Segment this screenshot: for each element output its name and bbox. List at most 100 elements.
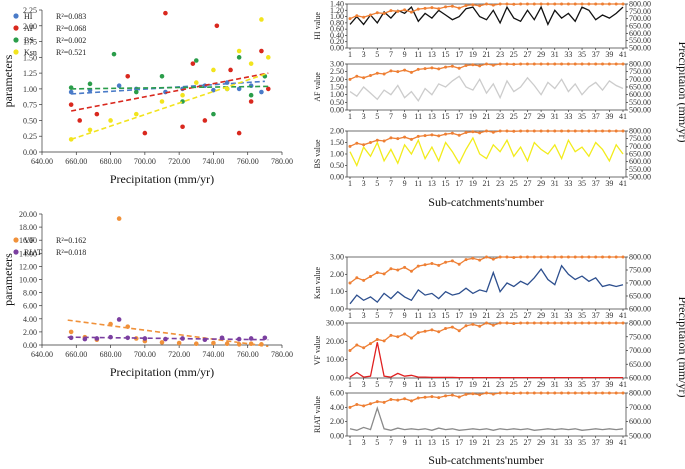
x-tick-label: 7	[389, 179, 393, 188]
legend-r2-ksn: R²=0.521	[56, 48, 86, 57]
precipitation-point	[491, 63, 495, 67]
left-tick-label: 0.00	[330, 432, 344, 441]
precipitation-point	[423, 134, 427, 138]
precipitation-point	[532, 255, 536, 259]
precipitation-point	[498, 62, 502, 66]
x-tick-label: 9	[403, 438, 407, 447]
precipitation-point	[580, 321, 584, 325]
precipitation-point	[389, 267, 393, 271]
precipitation-point	[389, 69, 393, 73]
right-tick-label: 750.00	[629, 67, 651, 76]
left-tick-label: 2.50	[330, 67, 344, 76]
right-tick-label: 650.00	[629, 83, 651, 92]
precipitation-point	[498, 321, 502, 325]
precipitation-point	[396, 335, 400, 339]
right-tick-label: 700.00	[629, 75, 651, 84]
y-tick-label: 4.00	[23, 315, 37, 324]
x-tick-label: 37	[592, 380, 600, 389]
right-tick-label: 550.00	[629, 98, 651, 107]
precipitation-point	[355, 402, 359, 406]
x-tick-label: 7	[389, 311, 393, 320]
precipitation-point	[416, 264, 420, 268]
x-tick-label: 25	[510, 311, 518, 320]
precipitation-point	[614, 2, 618, 6]
x-tick-label: 37	[592, 179, 600, 188]
x-tick-label: 23	[496, 438, 504, 447]
precipitation-point	[573, 255, 577, 259]
right-tick-label: 800.00	[629, 0, 651, 9]
point-vf	[193, 341, 199, 346]
left-tick-label: 2.00	[330, 75, 344, 84]
left-tick-label: 0.00	[330, 173, 344, 182]
precipitation-point	[573, 2, 577, 6]
precipitation-point	[607, 255, 611, 259]
precipitation-point	[587, 62, 591, 66]
precipitation-point	[368, 342, 372, 346]
left-tick-label: 0.00	[330, 305, 344, 314]
point-af	[248, 99, 254, 104]
y-tick-label: 2.25	[23, 6, 37, 15]
point-af	[77, 118, 83, 123]
point-af	[202, 118, 208, 123]
precipitation-point	[348, 17, 352, 21]
point-vf	[224, 341, 230, 346]
x-tick-label: 17	[455, 311, 463, 320]
right-tick-label: 550.00	[629, 165, 651, 174]
right-tick-label: 750.00	[629, 134, 651, 143]
parameter-series-line	[349, 264, 624, 305]
precipitation-point	[471, 392, 475, 396]
precipitation-point	[444, 5, 448, 9]
x-tick-label: 31	[551, 380, 559, 389]
left-tick-label: 0.60	[330, 25, 344, 34]
point-af	[180, 124, 185, 130]
x-tick-label: 41	[619, 380, 627, 389]
x-tick-label: 15	[442, 311, 450, 320]
x-tick-label: 25	[510, 50, 518, 59]
left-tick-label: 2.00	[330, 417, 344, 426]
precipitation-point	[512, 391, 516, 395]
right-tick-label: 800.00	[629, 319, 651, 328]
x-tick-label: 19	[469, 179, 477, 188]
y-tick-label: 10.00	[19, 276, 37, 285]
precipitation-point	[450, 64, 454, 68]
x-tick-label: 760.00	[237, 350, 259, 359]
legend-label-hi: HI	[24, 12, 33, 21]
precipitation-point	[430, 328, 434, 332]
precipitation-point	[368, 141, 372, 144]
panel-y-title: BS value	[313, 139, 322, 169]
x-tick-label: 21	[483, 380, 491, 389]
x-tick-label: 1	[348, 179, 352, 188]
precipitation-point	[464, 392, 468, 396]
precipitation-point	[485, 62, 488, 66]
point-riat	[116, 317, 122, 322]
precipitation-point	[594, 2, 598, 6]
y-tick-label: 2.00	[23, 328, 37, 337]
precipitation-point	[560, 2, 564, 6]
panel-y-title: AF value	[313, 72, 322, 102]
precipitation-point	[464, 64, 468, 68]
left-tick-label: 30.00	[326, 319, 344, 328]
parameter-series-line	[349, 342, 623, 379]
precipitation-point	[621, 129, 625, 133]
x-tick-label: 35	[578, 179, 586, 188]
x-tick-label: 39	[605, 112, 613, 121]
point-ksn	[265, 55, 271, 60]
precipitation-point	[464, 3, 468, 7]
point-bs	[87, 81, 93, 87]
precipitation-point	[512, 322, 516, 326]
legend-r2-hi: R²=0.083	[56, 12, 86, 21]
trendline-vf	[67, 319, 269, 348]
precipitation-point	[505, 255, 509, 259]
precipitation-point	[491, 257, 495, 261]
point-ksn	[236, 48, 242, 54]
precipitation-point	[580, 391, 584, 395]
right-tick-label: 800.00	[629, 60, 651, 69]
precipitation-point	[525, 391, 529, 395]
precipitation-point	[505, 62, 509, 66]
left-tick-label: 1.00	[330, 90, 344, 99]
point-ksn	[248, 61, 254, 66]
panel-frame	[346, 63, 627, 111]
x-tick-label: 11	[414, 112, 422, 121]
x-tick-label: 27	[523, 311, 531, 320]
lines-bottom-x-title: Sub-catchments'number	[428, 453, 543, 467]
